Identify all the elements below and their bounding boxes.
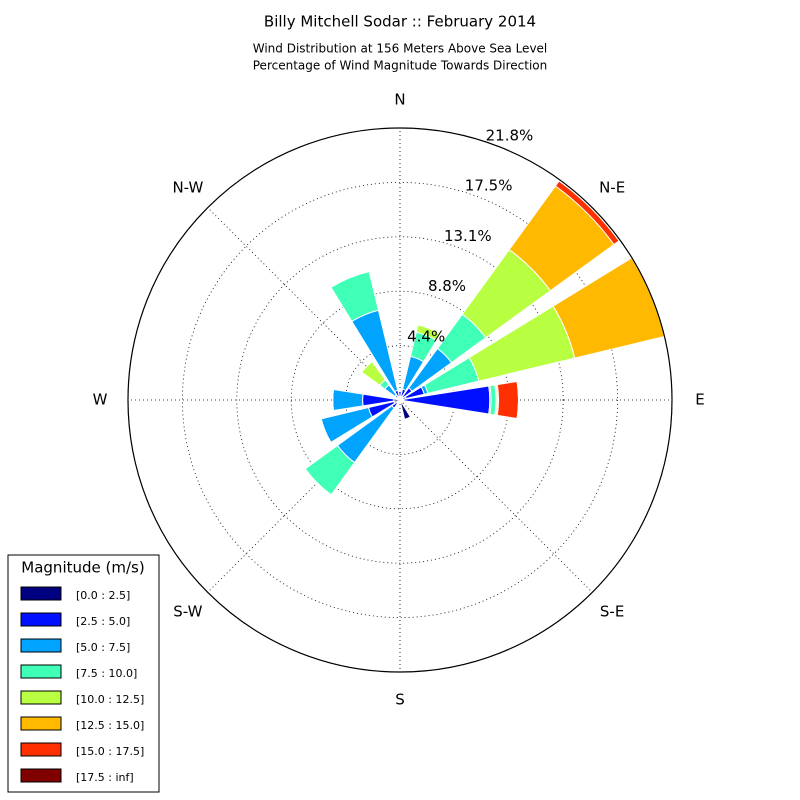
grid-ring bbox=[181, 181, 619, 619]
wind-sector bbox=[496, 380, 519, 420]
wind-sector bbox=[399, 399, 412, 421]
legend-label: [17.5 : inf] bbox=[76, 771, 134, 784]
angle-label: N-W bbox=[172, 178, 203, 196]
legend-label: [12.5 : 15.0] bbox=[76, 719, 144, 732]
angle-label: W bbox=[93, 391, 108, 409]
angle-label: N bbox=[394, 91, 405, 109]
legend-swatch bbox=[20, 768, 62, 783]
legend-swatch bbox=[20, 638, 62, 653]
angle-label: S bbox=[395, 691, 405, 709]
legend-swatch bbox=[20, 716, 62, 731]
wind-sector bbox=[417, 324, 441, 335]
chart-subtitle: Percentage of Wind Magnitude Towards Dir… bbox=[253, 59, 547, 73]
legend-swatch bbox=[20, 690, 62, 705]
legend-label: [10.0 : 12.5] bbox=[76, 693, 144, 706]
legend-label: [7.5 : 10.0] bbox=[76, 667, 137, 680]
legend-swatch bbox=[20, 742, 62, 757]
angle-label: N-E bbox=[599, 178, 625, 196]
wind-sector bbox=[320, 418, 332, 443]
wind-sector bbox=[330, 270, 370, 288]
legend-label: [0.0 : 2.5] bbox=[76, 589, 130, 602]
chart-subtitle: Wind Distribution at 156 Meters Above Se… bbox=[253, 42, 548, 56]
grid-spoke bbox=[207, 399, 401, 593]
legend-swatch bbox=[20, 612, 62, 627]
grid-spoke bbox=[207, 207, 401, 401]
radial-tick-label: 17.5% bbox=[465, 177, 513, 195]
radial-tick-label: 4.4% bbox=[407, 327, 445, 345]
radial-tick-label: 21.8% bbox=[486, 126, 534, 144]
legend-label: [2.5 : 5.0] bbox=[76, 615, 130, 628]
wind-sector bbox=[361, 361, 373, 373]
angle-label: S-W bbox=[173, 603, 202, 621]
chart-title: Billy Mitchell Sodar :: February 2014 bbox=[264, 13, 536, 31]
legend-label: [15.0 : 17.5] bbox=[76, 745, 144, 758]
legend-swatch bbox=[20, 586, 62, 601]
radial-tick-label: 8.8% bbox=[428, 277, 466, 295]
grid-ring bbox=[236, 236, 564, 564]
angle-label: S-E bbox=[600, 603, 624, 621]
angle-label: E bbox=[695, 391, 704, 409]
radial-tick-label: 13.1% bbox=[444, 227, 492, 245]
plot-area: N N-E E S-E S S-W W N-W 4.4% 8.8% 13.1% 17.5% 21.8% bbox=[93, 91, 705, 709]
legend: Magnitude (m/s) [0.0 : 2.5] [2.5 : 5.0] [5… bbox=[7, 554, 160, 793]
legend-title: Magnitude (m/s) bbox=[21, 559, 144, 577]
legend-label: [5.0 : 7.5] bbox=[76, 641, 130, 654]
wind-sector bbox=[332, 388, 364, 412]
legend-swatch bbox=[20, 664, 62, 679]
plot-frame bbox=[127, 127, 673, 673]
grid-spoke bbox=[399, 399, 593, 593]
